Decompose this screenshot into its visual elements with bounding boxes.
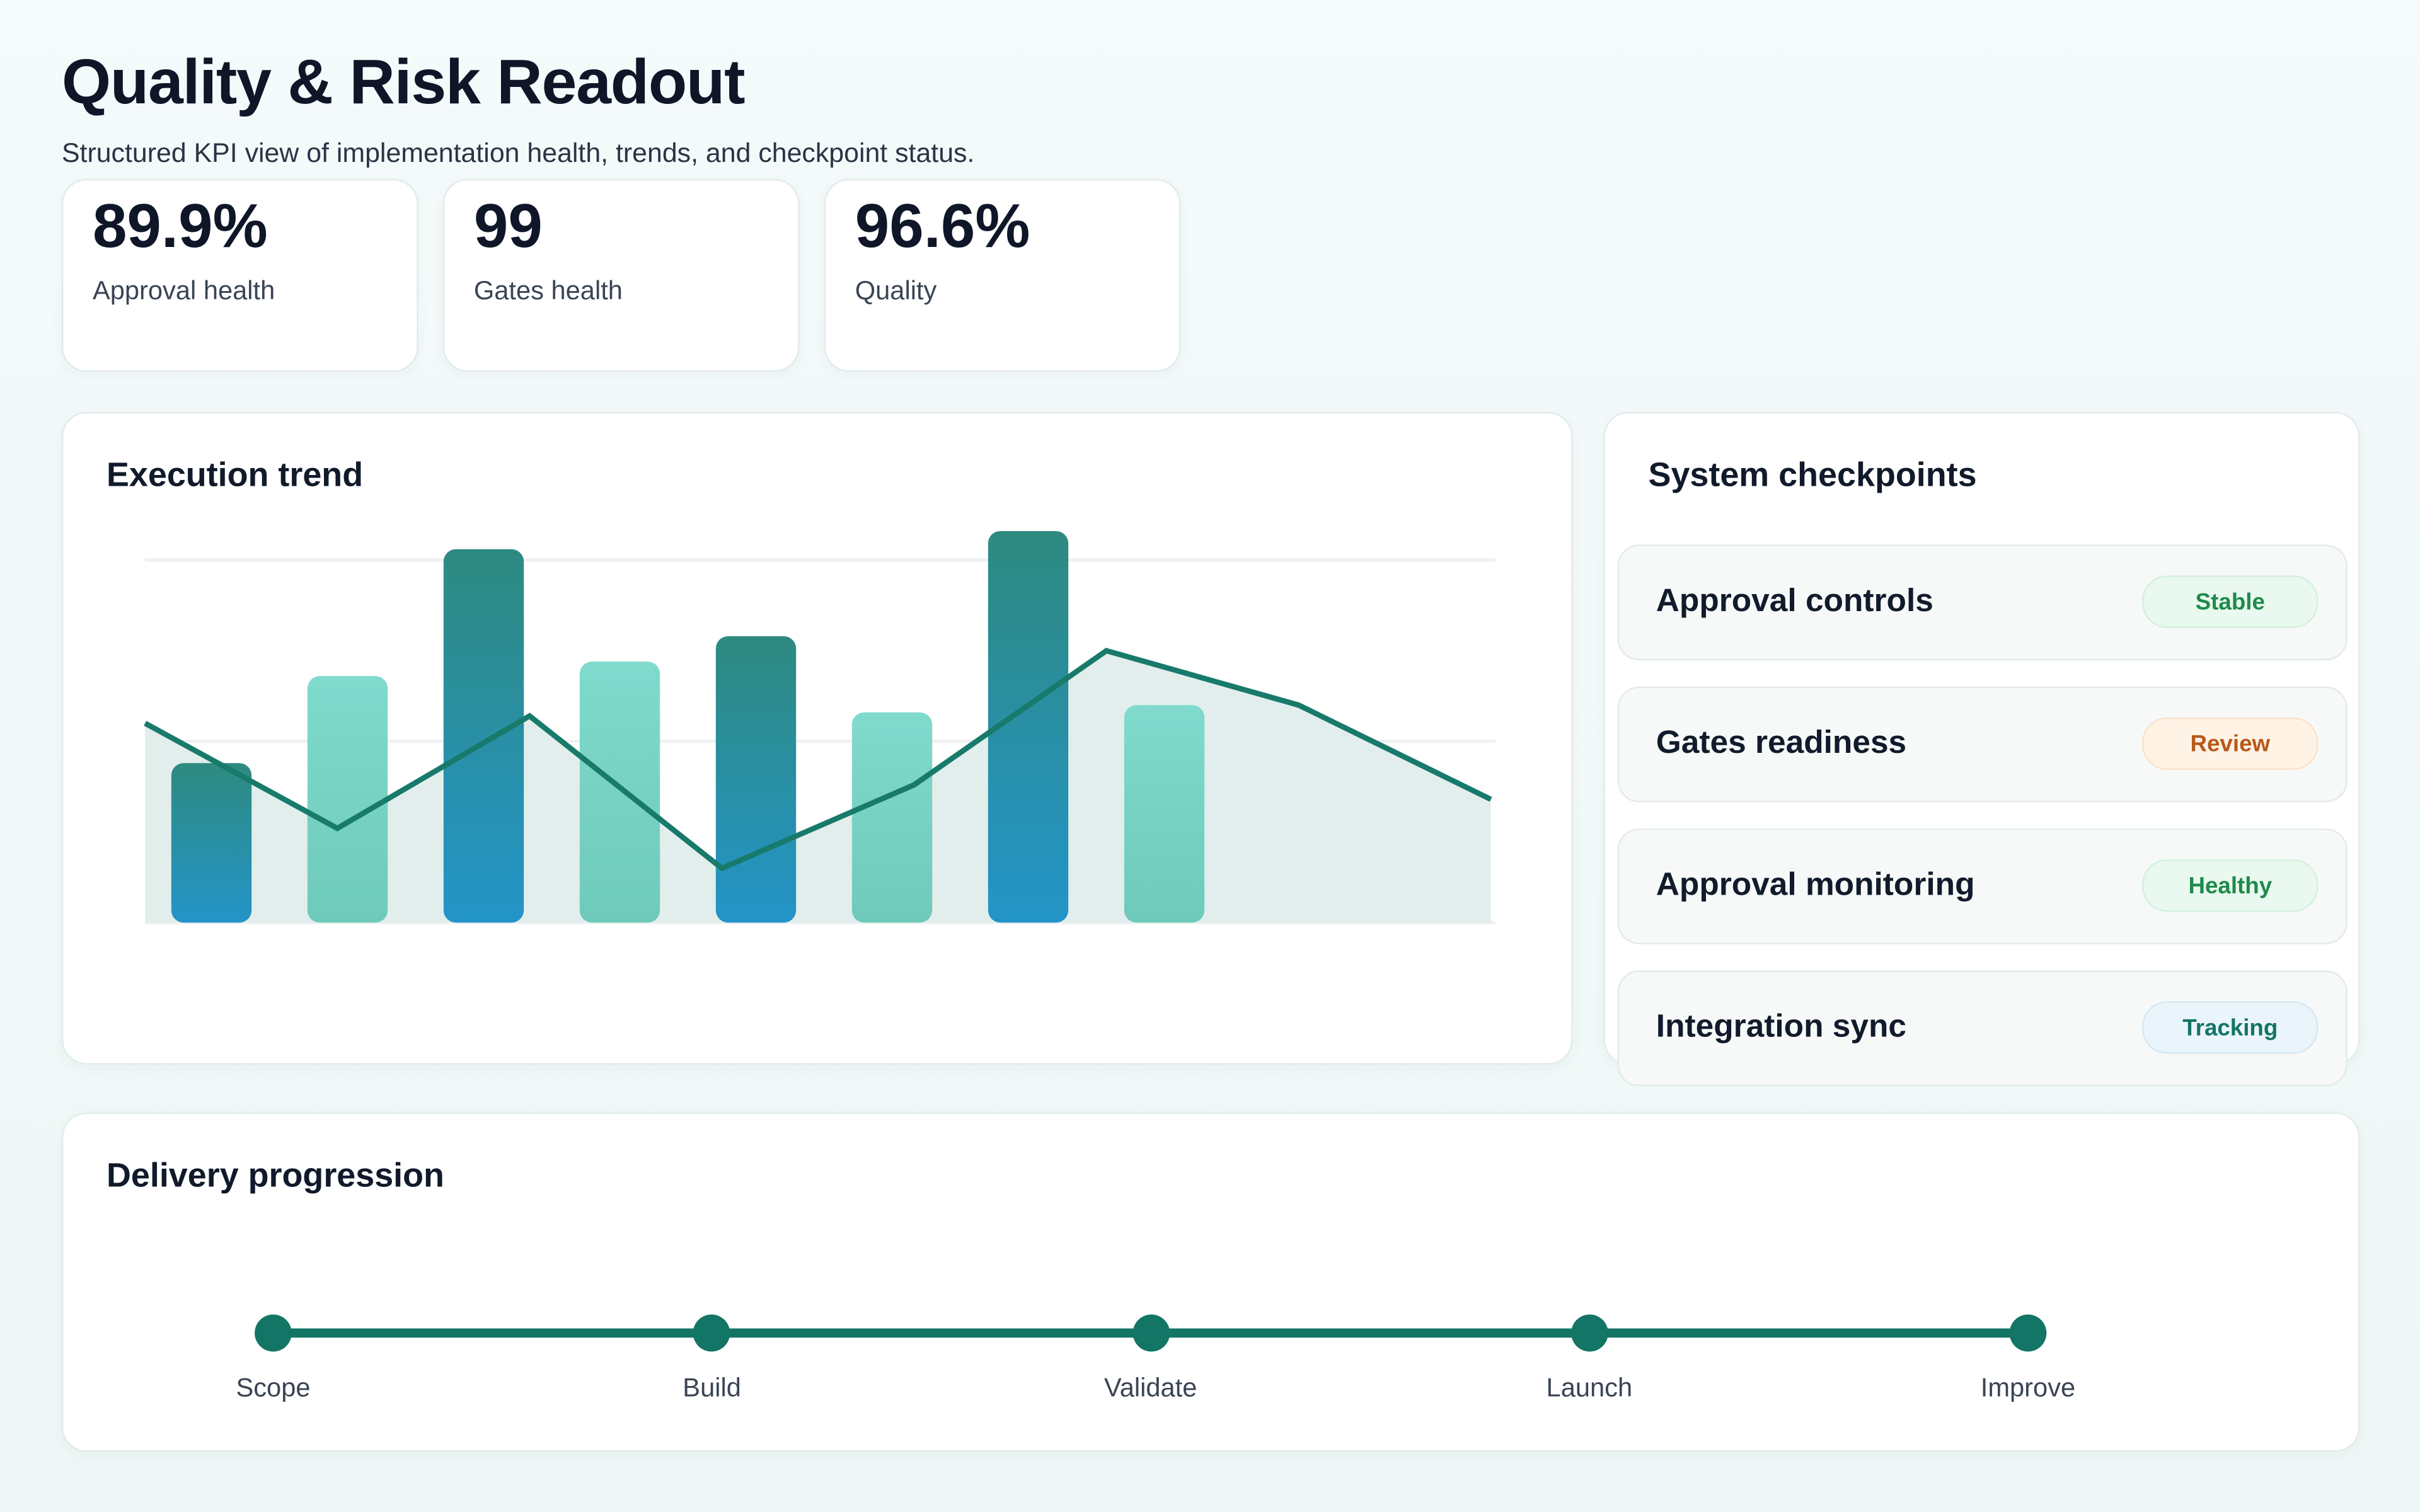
kpi-card-quality: 96.6% Quality [824,179,1181,372]
page-title: Quality & Risk Readout [61,46,746,118]
kpi-value: 99 [473,193,543,261]
status-badge: Tracking [2142,1001,2319,1054]
trend-bar [443,549,524,923]
trend-bar [988,530,1069,923]
timeline-step-dot [255,1314,292,1352]
system-checkpoints-card: System checkpoints Approval controls Sta… [1603,411,2360,1087]
checkpoint-item[interactable]: Integration sync Tracking [1617,970,2348,1087]
execution-trend-title: Execution trend [106,455,364,494]
delivery-progression-card: Delivery progression Scope Build Validate L… [61,1112,2360,1452]
status-badge: Review [2142,717,2319,770]
timeline-step-label: Build [683,1373,741,1403]
timeline-step-dot [693,1314,730,1352]
trend-bar [307,676,388,923]
timeline-step-dot [1570,1314,1608,1352]
kpi-label: Approval health [92,276,275,306]
checkpoint-name: Approval monitoring [1656,867,1975,903]
checkpoint-item[interactable]: Approval monitoring Healthy [1617,828,2348,944]
timeline-step-dot [1132,1314,1170,1352]
checkpoint-item[interactable]: Gates readiness Review [1617,686,2348,803]
trend-bar [579,662,660,923]
status-badge: Healthy [2142,859,2319,912]
kpi-card-gates-health: 99 Gates health [442,179,800,372]
timeline-step-label: Launch [1546,1373,1633,1403]
page-subtitle: Structured KPI view of implementation he… [61,137,975,168]
kpi-value: 89.9% [92,193,268,261]
kpi-label: Gates health [473,276,623,306]
trend-bar [851,712,933,923]
trend-bar [1124,705,1205,923]
delivery-progression-title: Delivery progression [106,1155,445,1194]
trend-bar [715,636,797,923]
checkpoint-item[interactable]: Approval controls Stable [1617,544,2348,661]
checkpoint-name: Approval controls [1656,583,1933,619]
trend-line [144,648,1492,872]
status-badge: Stable [2142,575,2319,628]
timeline-step-dot [2009,1314,2047,1352]
kpi-value: 96.6% [855,193,1030,261]
timeline-step-label: Scope [236,1373,311,1403]
checkpoint-name: Integration sync [1656,1009,1907,1045]
checkpoint-name: Gates readiness [1656,725,1907,761]
execution-trend-chart [144,530,1496,924]
kpi-card-approval-health: 89.9% Approval health [61,179,418,372]
execution-trend-card: Execution trend [61,411,1573,1065]
kpi-label: Quality [855,276,937,306]
timeline-step-label: Validate [1104,1373,1197,1403]
timeline-step-label: Improve [1980,1373,2076,1403]
trend-bar [171,763,252,923]
system-checkpoints-title: System checkpoints [1648,455,1977,494]
